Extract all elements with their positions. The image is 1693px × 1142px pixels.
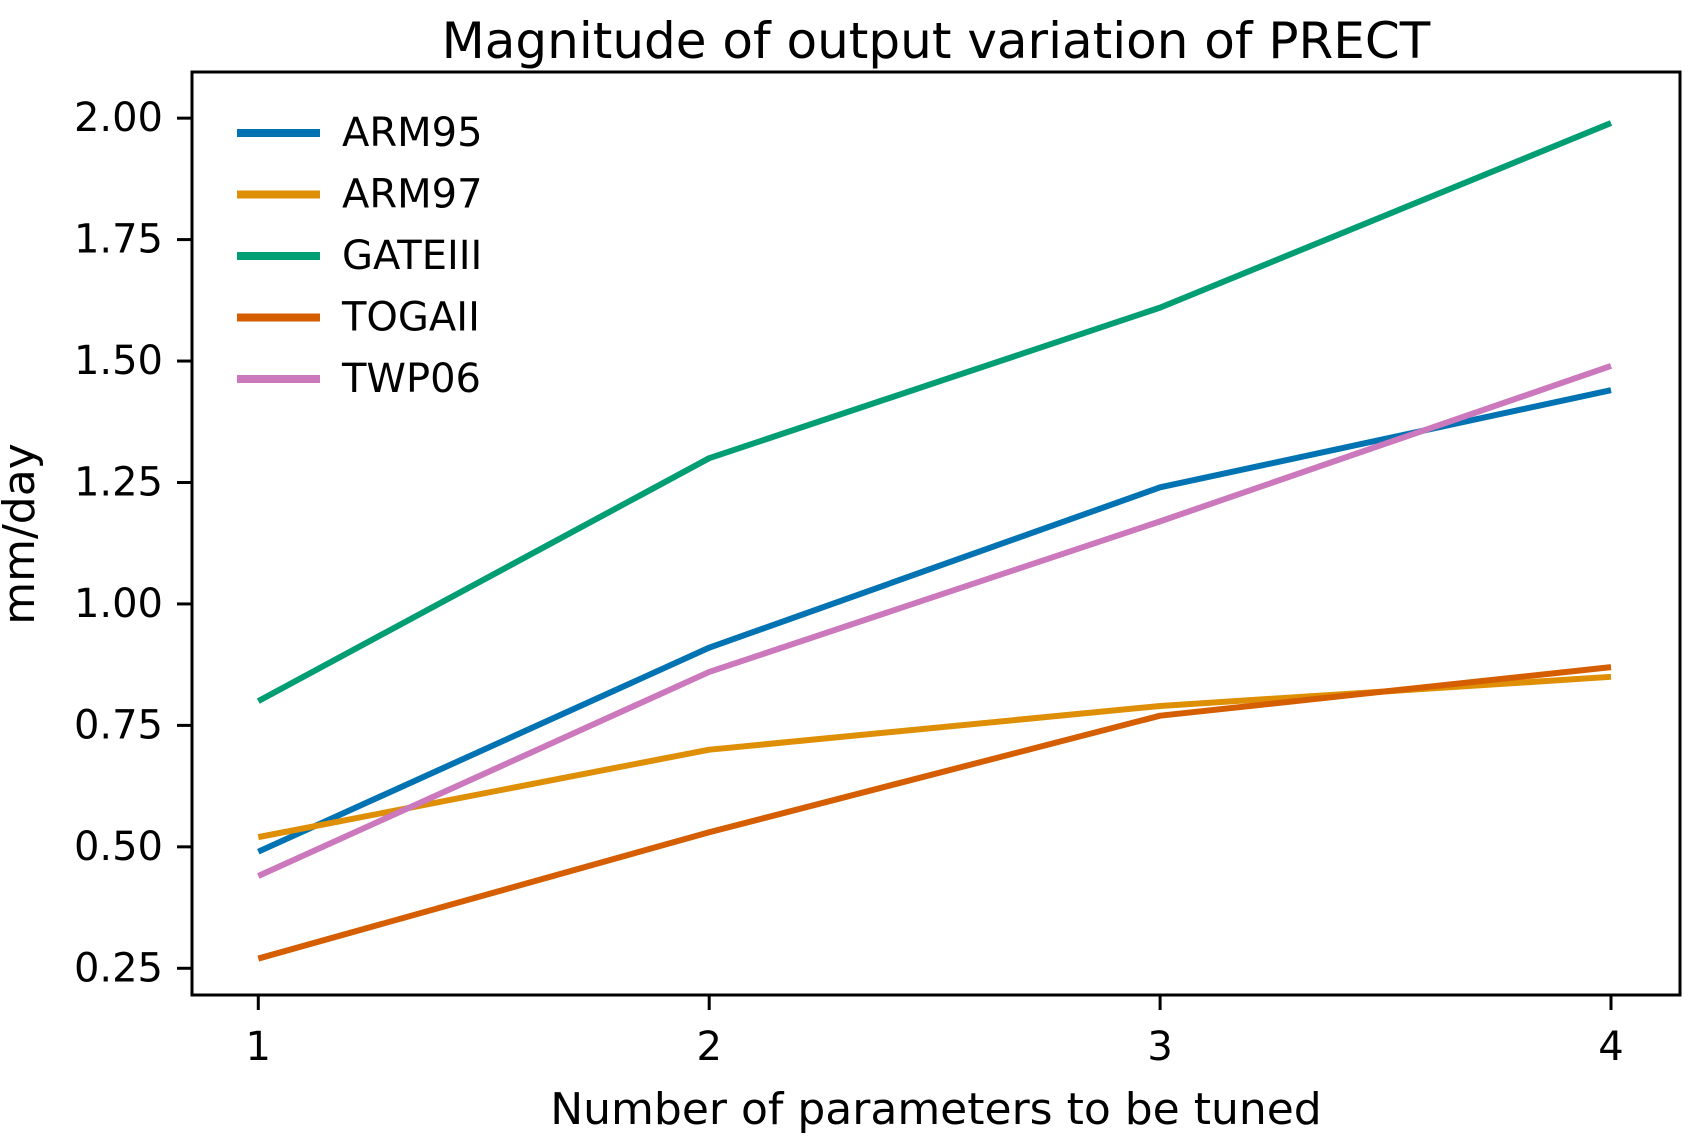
series-line-twp06 [257, 363, 1612, 879]
legend-label-twp06: TWP06 [341, 356, 481, 402]
series-line-togaii [257, 664, 1612, 962]
legend-label-togaii: TOGAII [341, 295, 480, 341]
x-tick-label: 2 [696, 1024, 721, 1070]
legend-label-arm97: ARM97 [342, 172, 483, 218]
chart-title: Magnitude of output variation of PRECT [442, 12, 1431, 70]
x-tick-label: 4 [1598, 1024, 1623, 1070]
y-axis-label: mm/day [0, 443, 45, 624]
legend: ARM95 ARM97 GATEIII TOGAII TWP06 [237, 110, 483, 402]
series-line-arm95 [257, 387, 1612, 855]
y-tick-label: 1.50 [74, 338, 163, 384]
legend-label-gateiii: GATEIII [342, 233, 482, 279]
y-tick-label: 0.25 [74, 945, 163, 991]
legend-label-arm95: ARM95 [342, 110, 483, 156]
legend-entry-arm95: ARM95 [237, 110, 483, 156]
legend-entry-arm97: ARM97 [237, 172, 483, 218]
x-tick-label: 1 [246, 1024, 271, 1070]
legend-entry-togaii: TOGAII [237, 295, 480, 341]
y-tick-label: 0.75 [74, 702, 163, 748]
y-axis-ticks: 0.25 0.50 0.75 1.00 1.25 1.50 1.75 2.00 [74, 95, 192, 991]
legend-entry-gateiii: GATEIII [237, 233, 482, 279]
x-axis-label: Number of parameters to be tuned [550, 1084, 1322, 1135]
series-line-gateiii [256, 120, 1613, 704]
legend-entry-twp06: TWP06 [237, 356, 481, 402]
y-tick-label: 1.75 [74, 217, 163, 263]
x-tick-label: 3 [1147, 1024, 1172, 1070]
y-tick-label: 1.25 [74, 459, 163, 505]
y-tick-label: 2.00 [74, 95, 163, 141]
y-tick-label: 0.50 [74, 824, 163, 870]
x-axis-ticks: 1 2 3 4 [246, 995, 1624, 1070]
y-tick-label: 1.00 [74, 581, 163, 627]
data-series-lines [256, 120, 1613, 962]
plot-frame [190, 70, 1682, 997]
